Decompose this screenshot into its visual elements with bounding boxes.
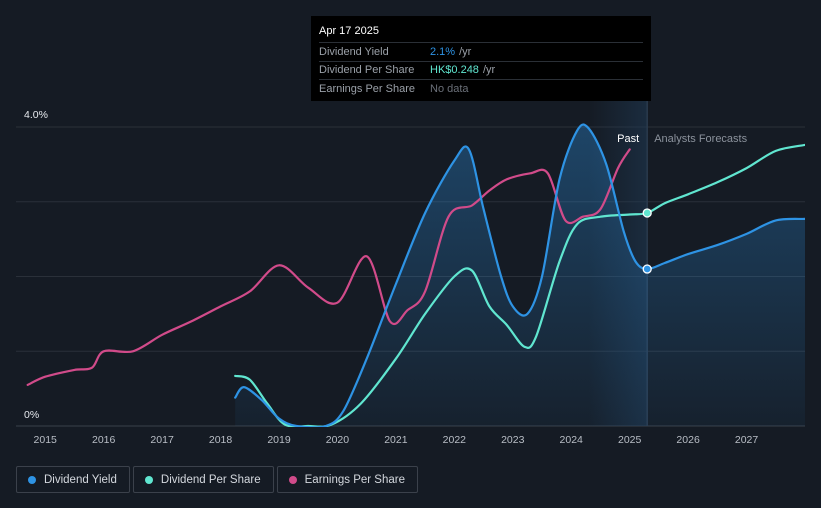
dividend-yield-dot-icon — [28, 475, 36, 484]
x-tick-label: 2026 — [676, 434, 700, 446]
tooltip-date: Apr 17 2025 — [319, 25, 379, 37]
dividend-yield-area — [235, 124, 805, 427]
legend-item-earnings-per-share[interactable]: Earnings Per Share — [276, 466, 418, 493]
forecast-label: Analysts Forecasts — [654, 133, 747, 145]
tooltip-row-dividend-per-share: Dividend Per Share HK$0.248 /yr — [319, 60, 643, 80]
legend-item-dividend-per-share[interactable]: Dividend Per Share — [132, 466, 274, 493]
x-tick-label: 2025 — [618, 434, 642, 446]
x-tick-label: 2015 — [34, 434, 58, 446]
tooltip-label: Dividend Yield — [319, 45, 389, 58]
x-tick-label: 2019 — [267, 434, 291, 446]
tooltip-row-dividend-yield: Dividend Yield 2.1% /yr — [319, 42, 643, 61]
x-tick-label: 2022 — [443, 434, 467, 446]
earnings-per-share-dot-icon — [288, 475, 297, 484]
tooltip-label: Earnings Per Share — [319, 82, 415, 95]
x-tick-label: 2023 — [501, 434, 525, 446]
legend-label: Earnings Per Share — [304, 473, 405, 486]
legend-item-dividend-yield[interactable]: Dividend Yield — [16, 466, 130, 493]
tooltip-value: No data — [430, 82, 469, 95]
dividend-per-share-marker — [642, 208, 652, 218]
x-tick-label: 2027 — [735, 434, 759, 446]
tooltip-value: HK$0.248 — [430, 64, 479, 77]
tooltip-row-earnings-per-share: Earnings Per Share No data — [319, 79, 643, 98]
past-label: Past — [617, 133, 639, 145]
x-tick-label: 2021 — [384, 434, 408, 446]
tooltip: Apr 17 2025 Dividend Yield 2.1% /yr Divi… — [311, 16, 651, 101]
tooltip-value: 2.1% — [430, 45, 456, 58]
tooltip-unit: /yr — [459, 45, 472, 58]
dividend-yield-line — [234, 123, 805, 427]
x-tick-label: 2020 — [326, 434, 350, 446]
tooltip-label: Dividend Per Share — [319, 64, 415, 77]
y-tick-label-top: 4.0% — [24, 109, 48, 121]
legend: Dividend Yield Dividend Per Share Earnin… — [16, 466, 418, 493]
x-tick-label: 2018 — [209, 434, 233, 446]
legend-label: Dividend Per Share — [160, 473, 261, 486]
tooltip-unit: /yr — [482, 64, 496, 77]
x-tick-label: 2016 — [92, 434, 116, 446]
x-tick-label: 2024 — [560, 434, 584, 446]
y-tick-label-bottom: 0% — [24, 409, 39, 421]
x-tick-label: 2017 — [150, 434, 174, 446]
dividend-per-share-dot-icon — [144, 475, 153, 484]
dividend-per-share-line — [234, 143, 805, 427]
legend-label: Dividend Yield — [44, 473, 117, 486]
dividend-yield-marker — [642, 264, 652, 274]
